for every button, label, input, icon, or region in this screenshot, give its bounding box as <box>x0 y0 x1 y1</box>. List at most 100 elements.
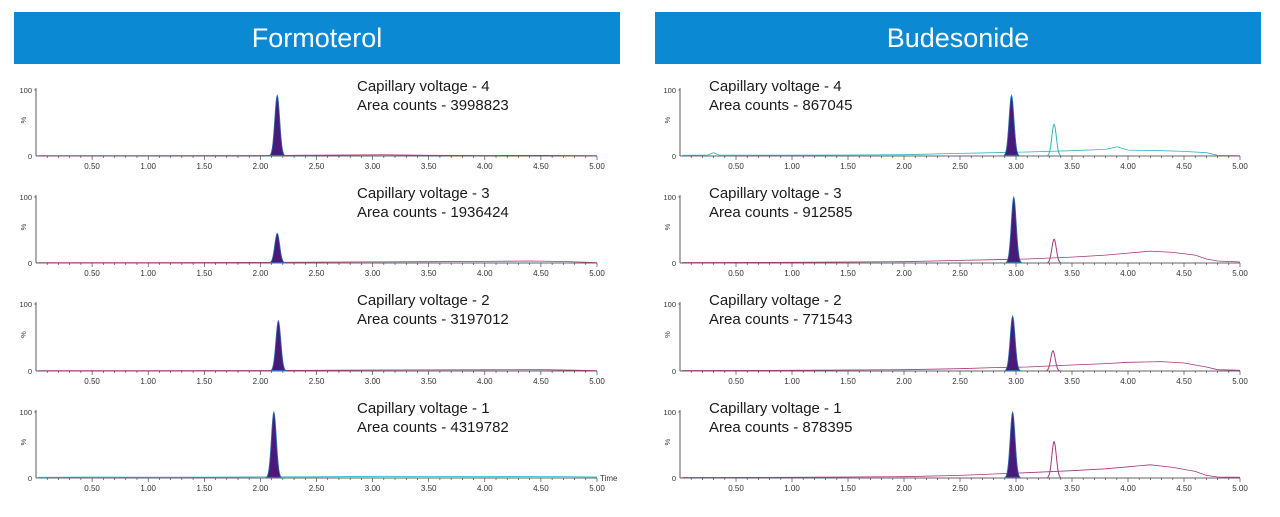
chart-7-x-tick-label: 2.00 <box>896 377 912 386</box>
chart-4-x-tick-label: 3.50 <box>421 484 437 493</box>
chart-2-x-tick-label: 2.00 <box>253 269 269 278</box>
chart-2-x-tick-label: 4.00 <box>477 269 493 278</box>
chart-4-x-tick-label: 5.00 <box>589 484 605 493</box>
chart-5-area-label: Area counts - 867045 <box>709 97 852 114</box>
chart-7-x-tick-label: 2.50 <box>952 377 968 386</box>
chart-8-x-tick-label: 1.00 <box>784 484 800 493</box>
chart-7-x-tick-label: 3.00 <box>1008 377 1024 386</box>
chart-4-y-unit-label: % <box>19 438 28 445</box>
chart-6-x-tick-label: 5.00 <box>1232 269 1248 278</box>
chart-4-x-tick-label: 1.00 <box>140 484 156 493</box>
chart-6-x-tick-label: 4.50 <box>1176 269 1192 278</box>
chart-5-x-tick-label: 2.00 <box>896 162 912 171</box>
chart-7-x-tick-label: 5.00 <box>1232 377 1248 386</box>
chart-8-x-tick-label: 4.00 <box>1120 484 1136 493</box>
chart-5-condition-label: Capillary voltage - 4 <box>709 78 842 95</box>
chart-8-peak-2 <box>1047 440 1062 478</box>
chart-4-x-tick-label: 1.50 <box>197 484 213 493</box>
chart-7-x-tick-label: 1.50 <box>840 377 856 386</box>
chart-5-x-tick-label: 1.00 <box>784 162 800 171</box>
chart-8-x-tick-label: 2.50 <box>952 484 968 493</box>
chart-6-area-label: Area counts - 912585 <box>709 204 852 221</box>
chart-3-x-tick-label: 2.00 <box>253 377 269 386</box>
chart-6-trace <box>682 250 1241 263</box>
chart-3-area-label: Area counts - 3197012 <box>357 311 509 328</box>
chart-1-peak-1 <box>268 94 286 156</box>
chart-8-y-tick-label: 0 <box>672 474 676 483</box>
chart-4-condition-label: Capillary voltage - 1 <box>357 400 490 417</box>
chart-3-x-tick-label: 1.00 <box>140 377 156 386</box>
chart-1-x-tick-label: 3.50 <box>421 162 437 171</box>
chart-8-y-tick-label: 100 <box>663 408 676 417</box>
chart-3-x-tick-label: 4.50 <box>533 377 549 386</box>
chart-5-x-tick-label: 1.50 <box>840 162 856 171</box>
chart-6-x-tick-label: 3.50 <box>1064 269 1080 278</box>
chart-3-y-tick-label: 0 <box>28 367 32 376</box>
chart-4-area-label: Area counts - 4319782 <box>357 419 509 436</box>
chart-4-x-tick-label: 3.00 <box>365 484 381 493</box>
chart-3-x-tick-label: 0.50 <box>84 377 100 386</box>
chart-7-peak-2 <box>1046 350 1060 372</box>
chart-6-peak-2 <box>1047 238 1062 264</box>
chart-1-x-tick-label: 2.00 <box>253 162 269 171</box>
chart-3-x-tick-label: 3.50 <box>421 377 437 386</box>
chart-7-condition-label: Capillary voltage - 2 <box>709 292 842 309</box>
chart-8-x-tick-label: 2.00 <box>896 484 912 493</box>
chart-1-x-tick-label: 0.50 <box>84 162 100 171</box>
chart-5-trace <box>682 146 1241 156</box>
chart-3-peak-1 <box>269 319 287 371</box>
chart-4-x-tick-label: 4.00 <box>477 484 493 493</box>
chart-6-y-tick-label: 100 <box>663 193 676 202</box>
chart-2-y-tick-label: 0 <box>28 259 32 268</box>
chart-8-x-tick-label: 0.50 <box>728 484 744 493</box>
chart-1-x-tick-label: 1.50 <box>197 162 213 171</box>
chart-5-y-unit-label: % <box>663 116 672 123</box>
chart-2-y-tick-label: 100 <box>19 193 32 202</box>
chart-5-y-tick-label: 100 <box>663 86 676 95</box>
chart-2-y-unit-label: % <box>19 223 28 230</box>
chart-3-x-tick-label: 5.00 <box>589 377 605 386</box>
chart-4-x-tick-label: 2.00 <box>253 484 269 493</box>
chart-6-x-tick-label: 2.00 <box>896 269 912 278</box>
chart-1-x-tick-label: 5.00 <box>589 162 605 171</box>
chart-6-x-tick-label: 1.00 <box>784 269 800 278</box>
chart-7-x-tick-label: 3.50 <box>1064 377 1080 386</box>
chart-2-x-tick-label: 2.50 <box>309 269 325 278</box>
chart-3-x-tick-label: 2.50 <box>309 377 325 386</box>
chart-4-x-axis-label: Time <box>600 474 618 483</box>
chart-2-x-tick-label: 4.50 <box>533 269 549 278</box>
chart-8-peak-1 <box>1004 410 1021 478</box>
chart-8-x-tick-label: 3.50 <box>1064 484 1080 493</box>
chart-3-x-tick-label: 3.00 <box>365 377 381 386</box>
chart-8-trace <box>682 464 1241 478</box>
chart-3-y-tick-label: 100 <box>19 300 32 309</box>
chart-4-x-tick-label: 0.50 <box>84 484 100 493</box>
chart-8-x-tick-label: 4.50 <box>1176 484 1192 493</box>
chart-2-x-tick-label: 5.00 <box>589 269 605 278</box>
chart-3-condition-label: Capillary voltage - 2 <box>357 292 490 309</box>
chart-2-x-tick-label: 1.00 <box>140 269 156 278</box>
chart-8-x-tick-label: 3.00 <box>1008 484 1024 493</box>
chart-2-x-tick-label: 0.50 <box>84 269 100 278</box>
chart-1-x-tick-label: 3.00 <box>365 162 381 171</box>
chart-7-area-label: Area counts - 771543 <box>709 311 852 328</box>
chart-1-condition-label: Capillary voltage - 4 <box>357 78 490 95</box>
chart-2-x-tick-label: 3.00 <box>365 269 381 278</box>
chart-7-y-unit-label: % <box>663 331 672 338</box>
chart-5-x-tick-label: 4.00 <box>1120 162 1136 171</box>
chart-4-peak-1 <box>265 410 283 478</box>
chart-1-y-tick-label: 100 <box>19 86 32 95</box>
chart-5-x-tick-label: 2.50 <box>952 162 968 171</box>
chart-5-peak-1 <box>1003 94 1020 156</box>
chart-2-peak-1 <box>268 232 287 264</box>
chart-7-x-tick-label: 4.00 <box>1120 377 1136 386</box>
chart-1-x-tick-label: 1.00 <box>140 162 156 171</box>
chart-8-condition-label: Capillary voltage - 1 <box>709 400 842 417</box>
chart-7-y-tick-label: 0 <box>672 367 676 376</box>
chart-6-condition-label: Capillary voltage - 3 <box>709 185 842 202</box>
chart-6-peak-1 <box>1005 195 1022 263</box>
chart-1-x-tick-label: 4.00 <box>477 162 493 171</box>
chart-6-x-tick-label: 4.00 <box>1120 269 1136 278</box>
chart-3-x-tick-label: 4.00 <box>477 377 493 386</box>
chart-4-y-tick-label: 0 <box>28 474 32 483</box>
